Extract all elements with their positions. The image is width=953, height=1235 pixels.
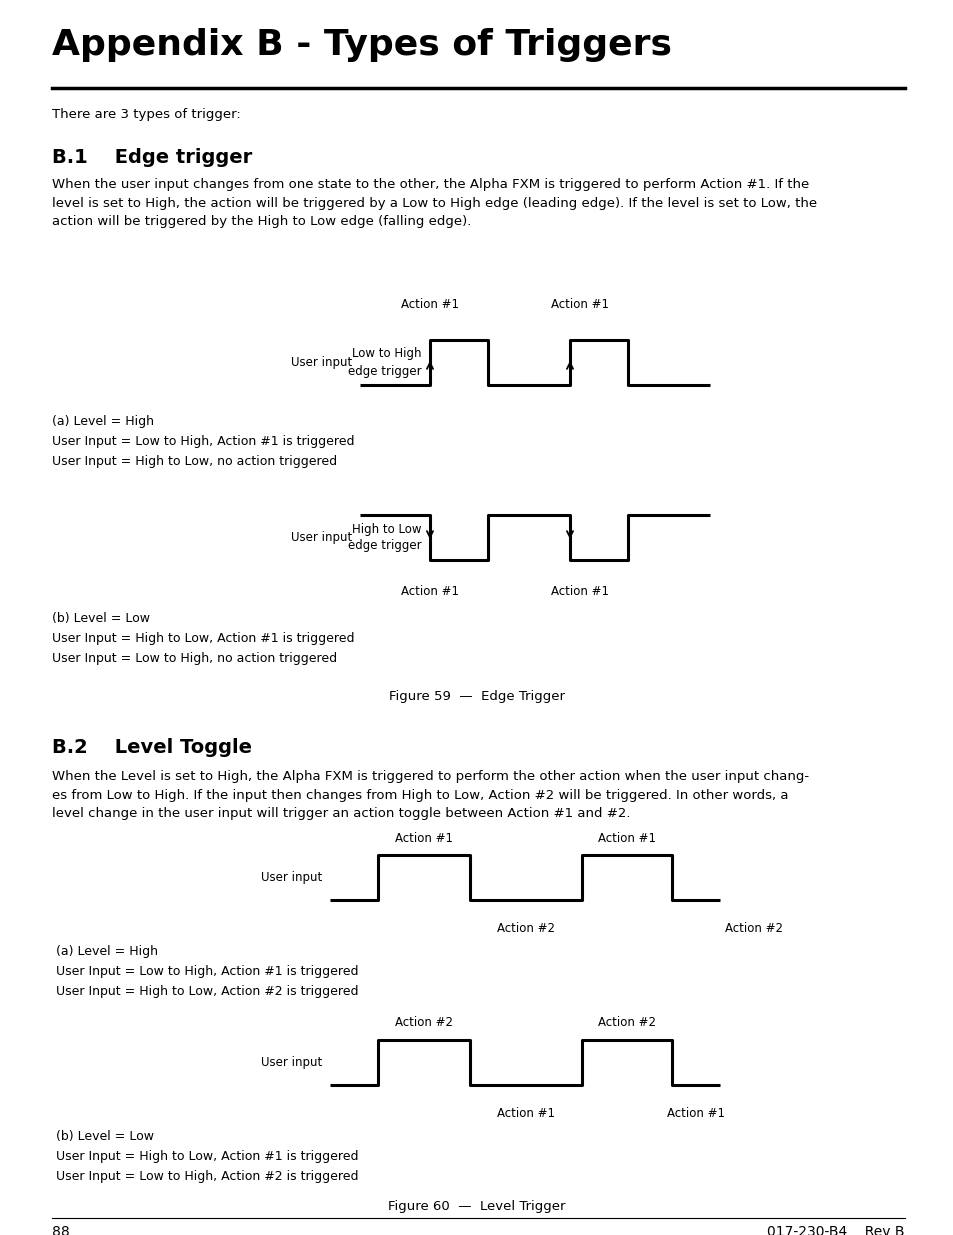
Text: User Input = High to Low, Action #1 is triggered: User Input = High to Low, Action #1 is t…	[52, 1150, 358, 1163]
Text: (b) Level = Low: (b) Level = Low	[52, 1130, 153, 1144]
Text: When the Level is set to High, the Alpha FXM is triggered to perform the other a: When the Level is set to High, the Alpha…	[52, 769, 808, 820]
Text: Appendix B - Types of Triggers: Appendix B - Types of Triggers	[52, 28, 671, 62]
Text: User input: User input	[291, 531, 352, 543]
Text: Figure 60  —  Level Trigger: Figure 60 — Level Trigger	[388, 1200, 565, 1213]
Text: User Input = Low to High, Action #1 is triggered: User Input = Low to High, Action #1 is t…	[52, 965, 358, 978]
Text: High to Low
edge trigger: High to Low edge trigger	[348, 522, 421, 552]
Text: Low to High
edge trigger: Low to High edge trigger	[348, 347, 421, 378]
Text: Action #1: Action #1	[400, 298, 458, 311]
Text: Action #1: Action #1	[400, 585, 458, 598]
Text: Action #1: Action #1	[551, 585, 608, 598]
Text: B.1    Edge trigger: B.1 Edge trigger	[52, 148, 252, 167]
Text: 88: 88	[52, 1225, 70, 1235]
Text: Action #2: Action #2	[395, 1016, 453, 1029]
Text: B.2    Level Toggle: B.2 Level Toggle	[52, 739, 252, 757]
Text: Action #1: Action #1	[551, 298, 608, 311]
Text: Action #2: Action #2	[724, 923, 782, 935]
Text: User Input = Low to High, Action #2 is triggered: User Input = Low to High, Action #2 is t…	[52, 1170, 358, 1183]
Text: User Input = Low to High, Action #1 is triggered: User Input = Low to High, Action #1 is t…	[52, 435, 355, 448]
Text: Action #2: Action #2	[497, 923, 555, 935]
Text: User input: User input	[260, 1056, 322, 1070]
Text: (b) Level = Low: (b) Level = Low	[52, 613, 150, 625]
Text: User Input = High to Low, Action #2 is triggered: User Input = High to Low, Action #2 is t…	[52, 986, 358, 998]
Text: User Input = High to Low, no action triggered: User Input = High to Low, no action trig…	[52, 454, 336, 468]
Text: Action #1: Action #1	[497, 1107, 555, 1120]
Text: User input: User input	[291, 356, 352, 369]
Text: There are 3 types of trigger:: There are 3 types of trigger:	[52, 107, 240, 121]
Text: When the user input changes from one state to the other, the Alpha FXM is trigge: When the user input changes from one sta…	[52, 178, 817, 228]
Text: Action #1: Action #1	[395, 832, 453, 845]
Text: Action #2: Action #2	[598, 1016, 656, 1029]
Text: Figure 59  —  Edge Trigger: Figure 59 — Edge Trigger	[389, 690, 564, 703]
Text: User input: User input	[260, 871, 322, 884]
Text: Action #1: Action #1	[666, 1107, 724, 1120]
Text: 017-230-B4    Rev B: 017-230-B4 Rev B	[767, 1225, 904, 1235]
Text: User Input = High to Low, Action #1 is triggered: User Input = High to Low, Action #1 is t…	[52, 632, 355, 645]
Text: User Input = Low to High, no action triggered: User Input = Low to High, no action trig…	[52, 652, 336, 664]
Text: Action #1: Action #1	[598, 832, 656, 845]
Text: (a) Level = High: (a) Level = High	[52, 945, 158, 958]
Text: (a) Level = High: (a) Level = High	[52, 415, 153, 429]
